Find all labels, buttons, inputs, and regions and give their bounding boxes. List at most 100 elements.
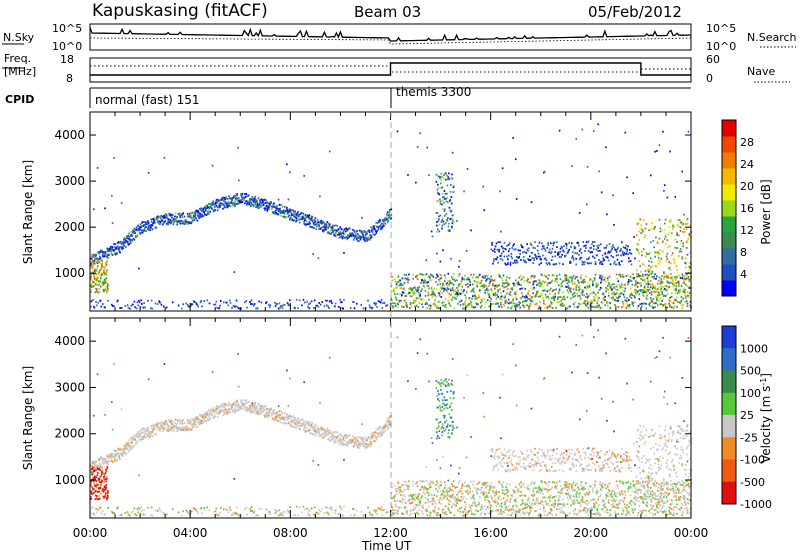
power-point [205, 214, 208, 217]
power-point [675, 285, 677, 288]
power-point [536, 249, 539, 252]
power-point [115, 247, 118, 250]
power-point [361, 232, 364, 235]
power-point [592, 284, 594, 287]
power-point [199, 301, 202, 304]
power-point [303, 215, 305, 217]
power-point [454, 297, 457, 300]
power-point [491, 303, 493, 306]
velocity-point [325, 429, 328, 432]
power-point [583, 294, 585, 297]
power-point [494, 258, 497, 260]
power-point [375, 232, 378, 235]
power-point [198, 213, 201, 216]
velocity-point [301, 418, 303, 421]
power-point [588, 256, 591, 259]
power-point [400, 287, 402, 289]
power-point [662, 130, 664, 133]
power-point [361, 230, 363, 233]
power-point [669, 266, 671, 269]
power-point [227, 304, 230, 307]
power-point [551, 307, 554, 309]
power-point [456, 291, 458, 294]
power-point [249, 198, 251, 201]
velocity-point [265, 408, 267, 411]
power-point [671, 224, 674, 227]
power-point [606, 279, 609, 281]
power-point [630, 263, 633, 266]
power-point [672, 223, 675, 226]
power-point [175, 220, 178, 223]
power-point [376, 306, 378, 308]
power-point [686, 218, 689, 220]
power-point [631, 294, 634, 297]
power-point [439, 202, 442, 205]
power-point [466, 283, 469, 285]
power-point [400, 282, 402, 285]
power-point [107, 284, 109, 287]
velocity-point [158, 507, 160, 510]
power-point [483, 209, 486, 212]
velocity-point [211, 371, 214, 373]
power-point [585, 304, 588, 307]
power-point [119, 251, 121, 254]
power-point [573, 291, 576, 294]
velocity-point [93, 512, 95, 515]
power-point [642, 219, 645, 221]
power-point [93, 273, 95, 276]
power-point [528, 281, 531, 284]
power-point [500, 258, 502, 260]
power-point [677, 223, 679, 226]
power-point [428, 304, 430, 307]
power-point [482, 277, 485, 280]
velocity-point [121, 455, 124, 458]
power-point [211, 164, 214, 167]
power-point [502, 290, 505, 293]
power-point [415, 299, 417, 302]
power-point [99, 262, 102, 265]
power-point [486, 291, 489, 294]
power-point [578, 258, 581, 261]
power-point [130, 233, 133, 236]
power-point [494, 292, 497, 295]
power-point [545, 276, 548, 278]
velocity-point [256, 409, 259, 412]
power-point [192, 215, 195, 217]
power-point [488, 282, 491, 285]
velocity-point [152, 428, 154, 431]
velocity-point [290, 418, 293, 421]
power-point [363, 230, 366, 233]
power-point [586, 165, 589, 168]
power-point [450, 282, 452, 284]
power-point [634, 296, 636, 299]
power-point [523, 250, 526, 253]
power-point [375, 302, 378, 305]
power-point [592, 291, 594, 294]
power-point [499, 255, 501, 257]
power-point [298, 215, 300, 218]
power-point [140, 299, 142, 302]
power-point [644, 234, 647, 237]
power-point [644, 255, 647, 258]
power-point [574, 247, 577, 249]
power-point [472, 287, 475, 290]
power-point [427, 284, 429, 287]
power-point [241, 201, 244, 203]
velocity-point [186, 419, 189, 422]
power-point [345, 227, 348, 230]
power-point [614, 288, 617, 290]
power-point [442, 249, 444, 252]
power-point [491, 279, 493, 282]
power-point [196, 211, 199, 214]
power-point [132, 231, 135, 234]
power-point [222, 200, 225, 202]
power-point [651, 276, 654, 278]
velocity-point [276, 510, 278, 512]
power-point [483, 274, 486, 277]
power-point [418, 286, 421, 288]
power-point [374, 229, 377, 232]
power-point [449, 199, 451, 202]
power-point [511, 287, 514, 289]
power-point [616, 248, 619, 250]
